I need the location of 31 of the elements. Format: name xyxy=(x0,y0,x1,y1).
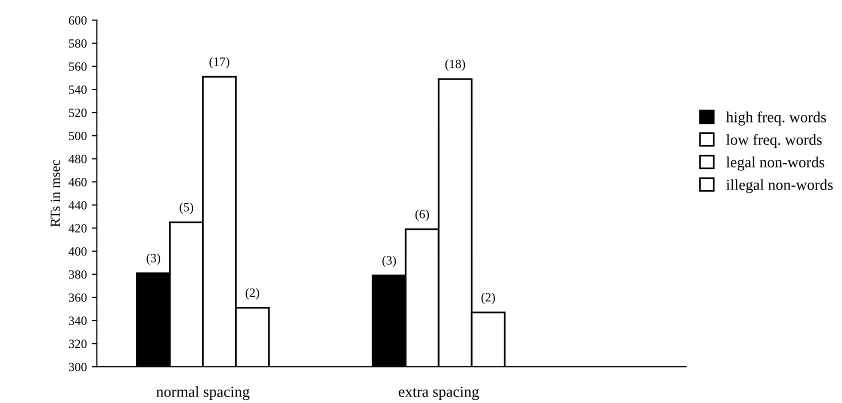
annotation: (2) xyxy=(246,288,260,300)
annotation: (3) xyxy=(382,256,396,268)
annotation: (5) xyxy=(180,202,194,214)
legend-label: illegal non-words xyxy=(726,179,833,194)
y-tick-label: 300 xyxy=(68,362,87,372)
y-tick-label: 500 xyxy=(69,132,87,140)
legend-label: high freq. words xyxy=(726,111,826,126)
y-tick-label: 440 xyxy=(68,201,87,210)
y-tick-label: 340 xyxy=(68,316,87,325)
y-tick-label: 560 xyxy=(69,62,87,71)
y-axis-title: RTs in msec xyxy=(50,160,60,227)
annotation: (18) xyxy=(445,59,466,71)
annotation: (3) xyxy=(146,253,160,265)
x-tick-label: normal spacing xyxy=(156,386,250,400)
x-tick-label: extra spacing xyxy=(398,386,479,400)
y-tick-label: 480 xyxy=(68,154,87,164)
y-tick-label: 580 xyxy=(69,39,87,48)
y-tick-label: 380 xyxy=(68,270,87,279)
legend-label: low freq. words xyxy=(726,134,822,148)
y-tick-label: 360 xyxy=(68,293,87,302)
y-tick-label: 420 xyxy=(68,224,87,233)
y-tick-label: 460 xyxy=(68,178,87,186)
y-tick-label: 320 xyxy=(68,340,87,348)
y-tick-label: 400 xyxy=(68,247,87,256)
annotation: (6) xyxy=(415,210,429,221)
annotation: (17) xyxy=(210,57,230,68)
annotation: (2) xyxy=(481,292,495,304)
y-tick-label: 520 xyxy=(69,108,87,118)
legend-label: legal non-words xyxy=(726,156,824,171)
y-tick-label: 600 xyxy=(68,16,87,25)
y-tick-label: 540 xyxy=(69,85,87,94)
